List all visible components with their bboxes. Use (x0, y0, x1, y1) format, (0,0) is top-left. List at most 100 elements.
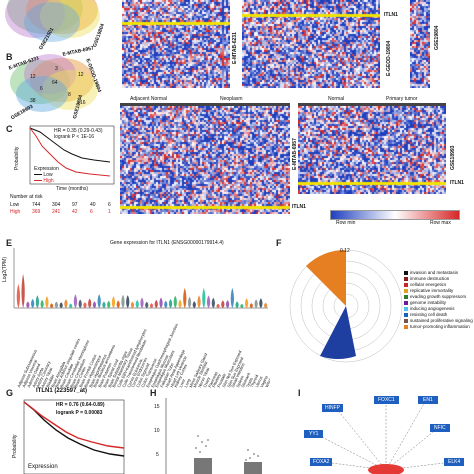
violin-17 (97, 294, 101, 308)
violin-26 (140, 297, 144, 308)
violin-48 (244, 298, 249, 308)
km-c-risk-low-1: 304 (52, 202, 61, 208)
radar-legend-text: evading growth suppressors (410, 294, 467, 299)
km-c-ylabel: Probability (14, 146, 20, 170)
violin-plot (10, 246, 270, 310)
km-c-risk-high-3: 6 (90, 209, 93, 215)
km-c-legend-title: Expression (34, 166, 59, 172)
panel-h-label: H (150, 388, 157, 398)
km-g-title: ITLN1 (223597_at) (36, 388, 88, 394)
violin-37 (192, 301, 196, 308)
violin-14 (83, 302, 87, 308)
violin-25 (135, 299, 139, 308)
network-node-hinfp: HINFP (322, 404, 343, 412)
group-neoplasm: Neoplasm (220, 96, 243, 102)
violin-42 (216, 303, 220, 308)
violin-34 (178, 299, 182, 308)
violin-35 (183, 288, 187, 308)
venn-a-graphic (5, 0, 100, 42)
bar-h-plot (165, 398, 262, 474)
panel-e-label: E (6, 238, 13, 248)
network-node-yy1: YY1 (304, 430, 324, 438)
violin-24 (130, 301, 135, 308)
km-c-risk-high-row: High 369 241 42 6 1 (10, 209, 118, 215)
violin-29 (154, 299, 158, 308)
radar-legend-swatch (404, 318, 408, 323)
km-c-legend-high-text: High (43, 178, 54, 184)
violin-3 (31, 298, 35, 308)
venn-b-value-1: 12 (30, 74, 36, 80)
network-edges (315, 399, 453, 474)
violin-44 (225, 300, 230, 308)
km-c-risk-high-1: 241 (52, 209, 61, 215)
violin-19 (107, 300, 111, 308)
network-node-nfic: NFIC (430, 424, 450, 432)
violin-11 (69, 303, 73, 308)
km-c-risk-low-label: Low (10, 202, 20, 208)
heatmap-gse18993 (298, 106, 446, 194)
violin-21 (116, 300, 120, 308)
km-g: HR = 0.76 (0.64-0.89) logrank P = 0.0008… (12, 398, 126, 474)
radar-legend-list: invasion and metastasis immune destructio… (404, 270, 474, 330)
heatmap-emtab6957-cells (120, 106, 290, 214)
radar-legend-item: cellular energetics (404, 282, 474, 288)
radar-legend-item: tumor-promoting inflammation (404, 324, 474, 330)
violin-2 (26, 301, 30, 308)
km-c-risk-low-4: 6 (108, 202, 111, 208)
venn-b-value-5: 8 (68, 92, 71, 98)
violin-41 (211, 297, 215, 308)
heatmap-gene-label-left: ITLN1 (292, 204, 306, 210)
network-node-foxc1: FOXC1 (374, 396, 399, 404)
heatmap-egeod19804 (242, 0, 380, 88)
radar-wedge-resisting (320, 306, 356, 359)
radar-legend-item: sustained proliferative signaling (404, 318, 474, 324)
radar-chart-svg (289, 249, 403, 363)
radar-legend-item: immune destruction (404, 276, 474, 282)
radar-legend-swatch (404, 306, 408, 311)
radar-scale-label: 0.12 (340, 248, 350, 254)
radar-legend-text: tumor-promoting inflammation (410, 324, 470, 329)
venn-b-value-2: 12 (78, 72, 84, 78)
heatmap-gse18993-cells (298, 106, 446, 194)
km-c-risk-low-row: Low 744 304 97 40 6 (10, 202, 118, 208)
heatmap-gene-label-right: ITLN1 (450, 180, 464, 186)
network-node-en1: EN1 (418, 396, 438, 404)
heatmap-scale-max: Row max (430, 220, 451, 226)
km-g-hr: HR = 0.76 (0.64-0.89) (56, 402, 105, 408)
violin-22 (121, 294, 125, 308)
bar-h-bar-2 (244, 462, 262, 474)
radar-legend-swatch (404, 312, 408, 317)
panel-i-label: I (298, 388, 301, 398)
radar-legend-item: invasion and metastasis (404, 270, 474, 276)
heatmap-scale-min: Row min (336, 220, 356, 226)
radar-legend-swatch (404, 288, 408, 293)
venn-b-value-7: 38 (30, 98, 36, 104)
heatmap-emtab6231 (122, 0, 230, 88)
network-node-elk4: ELK4 (444, 458, 465, 466)
km-g-ylabel: Probability (12, 434, 18, 458)
group-bar-left (120, 103, 290, 106)
network-i: FOXC1 EN1 HINFP NFIC YY1 FOXA2 ELK4 (300, 396, 474, 474)
radar-legend-swatch (404, 324, 408, 329)
violin-23 (126, 295, 130, 308)
violin-30 (159, 297, 163, 308)
bar-h-ytick-15: 15 (154, 404, 160, 410)
venn-b-value-6: 64 (52, 80, 58, 86)
radar-legend-item: replicative immortality (404, 288, 474, 294)
group-bar-right (298, 103, 446, 106)
group-primary-tumor: Primary tumor (386, 96, 418, 102)
panel-b-label: B (6, 52, 13, 62)
violin-title: Gene expression for ITLN1 (ENSG000001799… (110, 240, 224, 246)
violin-39 (202, 288, 206, 308)
group-normal: Normal (328, 96, 345, 102)
heatmap-emtab6957 (120, 106, 290, 214)
violin-15 (88, 298, 92, 308)
bar-h-ytick-10: 10 (154, 428, 160, 434)
violin-category-labels: Adipose Subcutaneous Adipose Visceral Adre… (10, 312, 270, 388)
radar-legend-item: genome instability (404, 300, 474, 306)
km-g-logrank: logrank P = 0.00083 (56, 410, 103, 416)
violin-43 (221, 300, 225, 308)
radar-legend-swatch (404, 300, 408, 305)
violin-5 (40, 299, 44, 308)
violin-51 (259, 298, 263, 308)
